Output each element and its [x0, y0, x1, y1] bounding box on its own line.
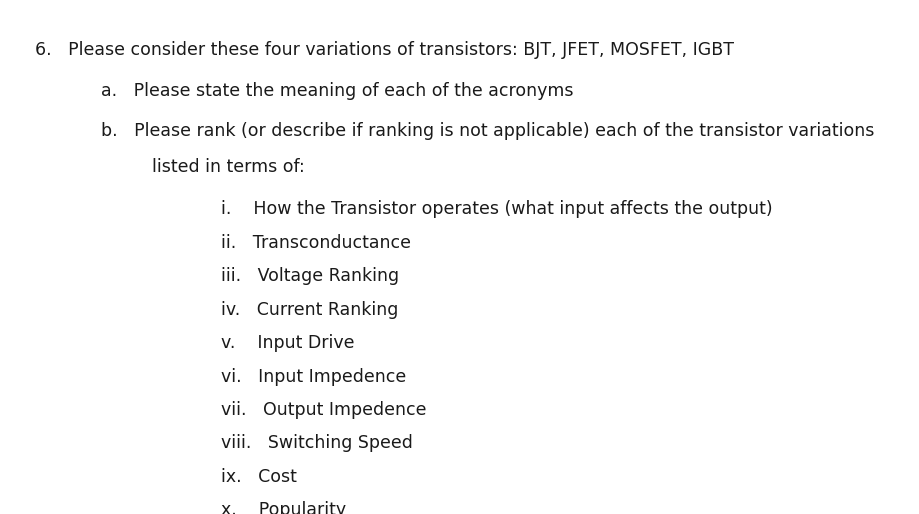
Text: b.   Please rank (or describe if ranking is not applicable) each of the transist: b. Please rank (or describe if ranking i…	[101, 122, 875, 140]
Text: listed in terms of:: listed in terms of:	[152, 158, 304, 176]
Text: ii.   Transconductance: ii. Transconductance	[221, 234, 411, 252]
Text: a.   Please state the meaning of each of the acronyms: a. Please state the meaning of each of t…	[101, 82, 573, 100]
Text: 6.   Please consider these four variations of transistors: BJT, JFET, MOSFET, IG: 6. Please consider these four variations…	[35, 41, 734, 59]
Text: x.    Popularity: x. Popularity	[221, 501, 346, 514]
Text: vi.   Input Impedence: vi. Input Impedence	[221, 368, 406, 386]
Text: vii.   Output Impedence: vii. Output Impedence	[221, 401, 426, 419]
Text: v.    Input Drive: v. Input Drive	[221, 334, 354, 352]
Text: i.    How the Transistor operates (what input affects the output): i. How the Transistor operates (what inp…	[221, 200, 772, 218]
Text: iii.   Voltage Ranking: iii. Voltage Ranking	[221, 267, 399, 285]
Text: iv.   Current Ranking: iv. Current Ranking	[221, 301, 398, 319]
Text: viii.   Switching Speed: viii. Switching Speed	[221, 434, 413, 452]
Text: ix.   Cost: ix. Cost	[221, 468, 297, 486]
